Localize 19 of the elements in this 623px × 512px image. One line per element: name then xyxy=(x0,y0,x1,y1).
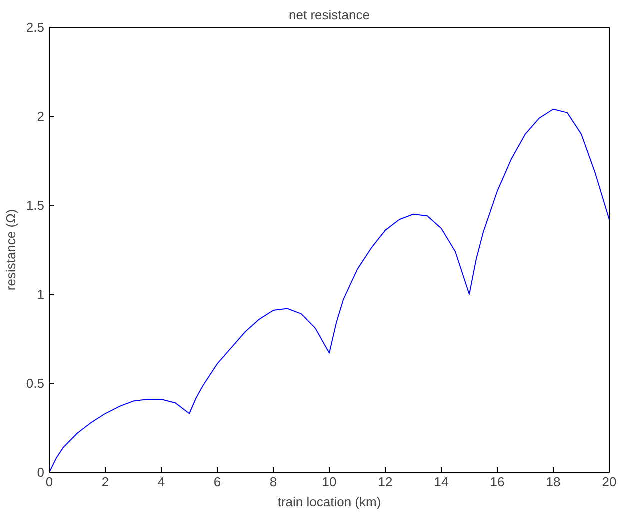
chart-title: net resistance xyxy=(289,8,370,22)
y-tick-label: 0 xyxy=(37,465,45,480)
x-tick-label: 2 xyxy=(102,474,110,490)
x-tick-label: 6 xyxy=(214,474,222,490)
y-tick-label: 2 xyxy=(37,109,45,124)
x-tick-label: 8 xyxy=(270,474,278,490)
y-tick-label: 0.5 xyxy=(26,376,45,391)
x-tick-label: 4 xyxy=(158,474,166,490)
x-tick-label: 20 xyxy=(602,474,617,490)
x-axis-title: train location (km) xyxy=(278,494,382,510)
x-tick-label: 14 xyxy=(434,474,449,490)
x-tick-label: 18 xyxy=(546,474,561,490)
y-tick-label: 1.5 xyxy=(26,198,45,213)
y-tick-label: 2.5 xyxy=(26,20,45,35)
x-tick-label: 16 xyxy=(490,474,505,490)
x-tick-label: 10 xyxy=(322,474,337,490)
x-tick-label: 12 xyxy=(378,474,393,490)
y-tick-label: 1 xyxy=(37,287,45,302)
y-axis-title: resistance (Ω) xyxy=(3,209,18,291)
